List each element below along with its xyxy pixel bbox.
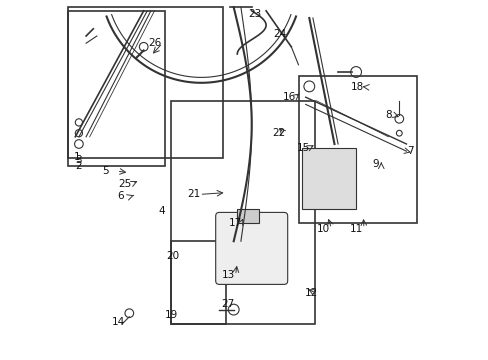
FancyBboxPatch shape xyxy=(215,212,287,284)
Text: 5: 5 xyxy=(102,166,109,176)
Text: 20: 20 xyxy=(166,251,180,261)
Text: 6: 6 xyxy=(117,191,123,201)
Text: 12: 12 xyxy=(304,288,317,298)
Text: 2: 2 xyxy=(75,161,81,171)
Text: 8: 8 xyxy=(385,110,391,120)
Text: 18: 18 xyxy=(350,82,364,92)
Text: 27: 27 xyxy=(221,299,234,309)
Text: 21: 21 xyxy=(186,189,200,199)
Text: 19: 19 xyxy=(165,310,178,320)
Bar xyxy=(302,148,355,209)
Text: 15: 15 xyxy=(297,143,310,153)
Text: 4: 4 xyxy=(158,206,164,216)
Text: 16: 16 xyxy=(282,92,296,102)
Text: 7: 7 xyxy=(406,146,412,156)
Text: 26: 26 xyxy=(148,38,162,48)
Bar xyxy=(68,11,165,166)
Text: 24: 24 xyxy=(273,29,286,39)
Bar xyxy=(170,101,314,324)
Text: 11: 11 xyxy=(349,224,362,234)
Bar xyxy=(237,209,258,223)
Text: 3: 3 xyxy=(75,155,81,165)
Text: 23: 23 xyxy=(248,9,262,19)
Text: 25: 25 xyxy=(118,179,131,189)
Text: 9: 9 xyxy=(372,159,378,169)
Text: 17: 17 xyxy=(228,218,242,228)
Bar xyxy=(298,76,416,223)
Text: 13: 13 xyxy=(221,270,234,280)
Text: 14: 14 xyxy=(112,317,125,327)
Bar xyxy=(170,241,226,324)
Text: 22: 22 xyxy=(271,128,285,138)
Text: 1: 1 xyxy=(74,152,80,162)
Bar xyxy=(68,7,223,158)
Text: 10: 10 xyxy=(317,224,329,234)
